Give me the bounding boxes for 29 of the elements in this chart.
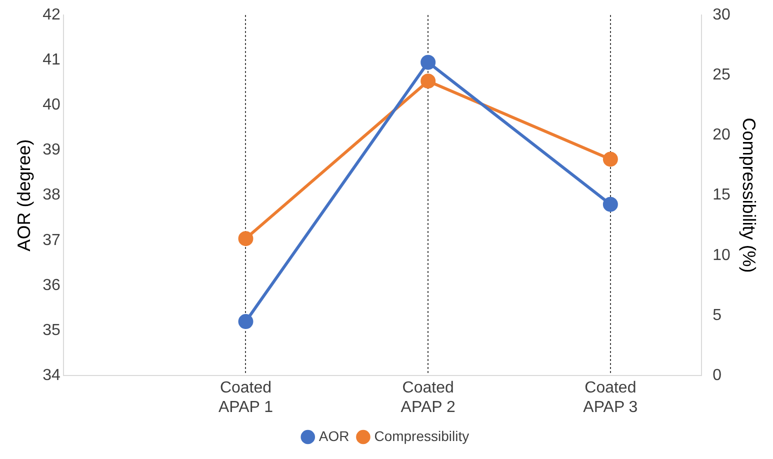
y-tick-label: 37 <box>42 232 60 249</box>
legend-label: AOR <box>318 428 350 444</box>
y-tick-label: 38 <box>42 186 60 204</box>
x-tick-label: Coated APAP 2 <box>400 380 456 416</box>
y2-tick-label: 5 <box>712 306 722 324</box>
point <box>420 54 436 70</box>
y2-axis-title: Compressibility (%) <box>739 118 760 273</box>
y-tick-label: 42 <box>42 6 60 24</box>
y2-tick-label: 25 <box>712 66 730 84</box>
x-tick-label: Coated APAP 3 <box>583 380 638 416</box>
y-tick-label: 40 <box>42 96 60 114</box>
y-axis-title: AOR (degree) <box>14 139 34 252</box>
y2-tick-label: 15 <box>712 186 730 204</box>
y2-tick-label: 30 <box>712 6 730 24</box>
y-tick-label: 34 <box>42 367 60 384</box>
y-tick-label: 36 <box>42 276 60 294</box>
y2-tick-label: 20 <box>712 126 730 144</box>
y-tick-label: 39 <box>42 142 60 159</box>
legend-label: Compressibility <box>374 428 470 444</box>
point <box>238 314 254 330</box>
x-tick-label: Coated APAP 1 <box>218 380 274 416</box>
point <box>238 231 254 246</box>
y2-tick-label: 10 <box>712 246 730 264</box>
point <box>602 196 618 212</box>
point <box>420 74 436 89</box>
y-tick-label: 35 <box>42 322 60 339</box>
point <box>602 152 618 167</box>
y2-tick-label: 0 <box>712 367 722 384</box>
y-tick-label: 41 <box>42 51 60 68</box>
